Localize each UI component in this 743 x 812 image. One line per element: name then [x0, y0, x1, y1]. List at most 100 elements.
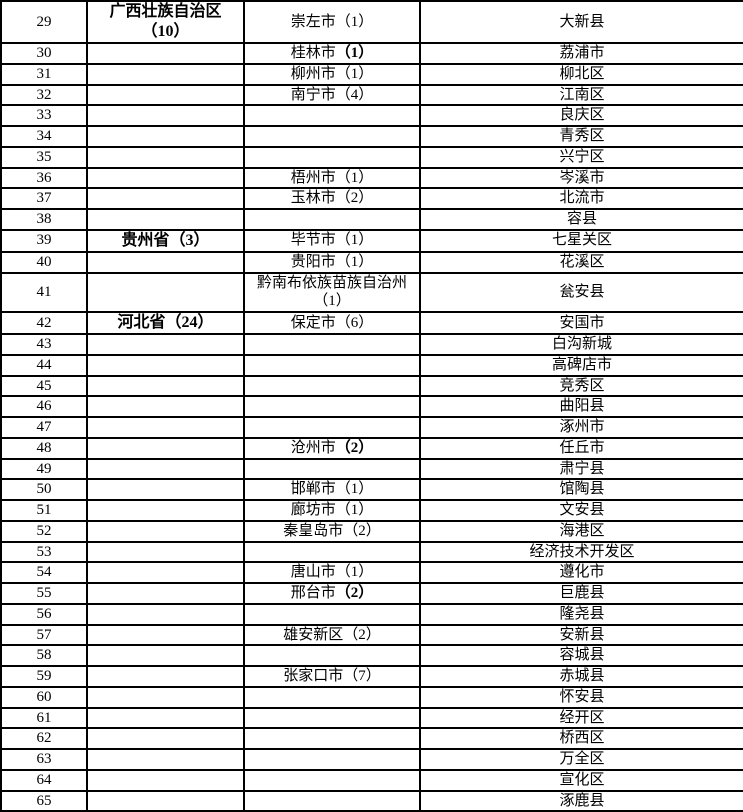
province-cell [86, 353, 245, 377]
city-count: （1） [335, 13, 374, 30]
city-cell [243, 395, 421, 418]
row-number-cell: 29 [0, 0, 88, 44]
table-row: 51 廊坊市（1） 文安县 [0, 499, 743, 522]
province-cell [86, 644, 245, 667]
table-row: 37 玉林市（2） 北流市 [0, 187, 743, 210]
row-number-cell: 63 [0, 748, 88, 771]
row-number: 30 [36, 45, 52, 61]
province-cell [86, 789, 245, 812]
province-cell [86, 416, 245, 439]
province-cell [86, 768, 245, 792]
city-name: 邢台市 [290, 585, 336, 601]
county-name: 兴宁区 [559, 148, 605, 165]
county-name: 任丘市 [559, 439, 605, 456]
table-row: 57 雄安新区（2） 安新县 [0, 623, 743, 647]
county-name: 巨鹿县 [559, 585, 605, 601]
county-name: 瓮安县 [559, 283, 605, 300]
province-cell [86, 187, 245, 210]
county-cell: 江南区 [419, 83, 743, 107]
county-name: 北流市 [559, 190, 605, 207]
row-number-cell: 55 [0, 582, 88, 605]
city-cell [243, 540, 421, 564]
table-row: 55 邢台市（2） 巨鹿县 [0, 582, 743, 605]
city-cell [243, 353, 421, 377]
county-cell: 良庆区 [419, 104, 743, 127]
row-number: 37 [36, 190, 52, 207]
table-row: 43 白沟新城 [0, 333, 743, 356]
city-name: 黔南布依族苗族自治州 [256, 274, 407, 291]
county-name: 经开区 [559, 709, 605, 726]
row-number: 48 [36, 439, 52, 456]
county-name: 荔浦市 [559, 45, 605, 61]
province-cell [86, 561, 245, 584]
county-name: 大新县 [559, 13, 605, 30]
county-name: 七星关区 [551, 232, 612, 249]
city-cell [243, 644, 421, 667]
row-number: 46 [36, 398, 52, 415]
row-number-cell: 43 [0, 333, 88, 356]
city-name: 保定市 [290, 314, 336, 331]
row-number-cell: 61 [0, 706, 88, 730]
row-number: 53 [36, 543, 52, 560]
table-row: 32 南宁市（4） 江南区 [0, 83, 743, 107]
row-number-cell: 50 [0, 478, 88, 501]
county-name: 良庆区 [559, 107, 605, 124]
county-name: 遵化市 [559, 564, 605, 581]
table-row: 56 隆尧县 [0, 602, 743, 626]
city-cell: 唐山市（1） [243, 561, 421, 584]
county-cell: 青秀区 [419, 125, 743, 148]
row-number-cell: 64 [0, 768, 88, 792]
row-number: 32 [36, 86, 52, 103]
table-row: 54 唐山市（1） 遵化市 [0, 561, 743, 584]
province-name: 贵州省 [121, 231, 170, 249]
row-number-cell: 33 [0, 104, 88, 127]
city-count: （1） [335, 169, 374, 186]
row-number-cell: 30 [0, 42, 88, 65]
county-cell: 曲阳县 [419, 395, 743, 418]
city-name: 张家口市 [283, 668, 344, 684]
city-name: 毕节市 [290, 232, 336, 249]
row-number: 51 [36, 502, 52, 518]
county-name: 隆尧县 [559, 605, 605, 622]
table-row: 29 广西壮族自治区 （10） 崇左市（1） 大新县 [0, 0, 743, 44]
table-row: 65 涿鹿县 [0, 789, 743, 812]
county-cell: 隆尧县 [419, 602, 743, 626]
province-cell [86, 748, 245, 771]
city-cell: 保定市（6） [243, 311, 421, 335]
county-name: 涿鹿县 [559, 792, 605, 809]
county-name: 曲阳县 [559, 398, 605, 415]
city-cell [243, 104, 421, 127]
county-name: 肃宁县 [559, 460, 605, 477]
province-cell [86, 62, 245, 86]
city-count: （1） [335, 253, 374, 270]
row-number-cell: 65 [0, 789, 88, 812]
county-name: 柳北区 [559, 65, 605, 82]
province-cell: 广西壮族自治区 （10） [86, 0, 245, 44]
province-cell [86, 271, 245, 313]
county-name: 怀安县 [559, 688, 605, 705]
county-name: 宣化区 [559, 771, 605, 788]
county-cell: 安新县 [419, 623, 743, 647]
county-cell: 万全区 [419, 748, 743, 771]
county-cell: 荔浦市 [419, 42, 743, 65]
province-cell [86, 395, 245, 418]
table-row: 38 容县 [0, 208, 743, 231]
row-number: 58 [36, 647, 52, 664]
table-row: 45 竞秀区 [0, 374, 743, 398]
row-number-cell: 49 [0, 457, 88, 481]
city-cell: 秦皇岛市（2） [243, 519, 421, 543]
county-cell: 北流市 [419, 187, 743, 210]
county-name: 白沟新城 [551, 336, 612, 352]
province-cell [86, 374, 245, 398]
row-number: 44 [36, 356, 52, 373]
city-name: 廊坊市 [290, 502, 336, 518]
county-cell: 肃宁县 [419, 457, 743, 481]
county-cell: 瓮安县 [419, 271, 743, 313]
province-cell [86, 478, 245, 501]
county-name: 岑溪市 [559, 169, 605, 186]
table-row: 46 曲阳县 [0, 395, 743, 418]
city-cell: 贵阳市（1） [243, 250, 421, 274]
row-number-cell: 31 [0, 62, 88, 86]
row-number-cell: 41 [0, 271, 88, 313]
county-cell: 柳北区 [419, 62, 743, 86]
